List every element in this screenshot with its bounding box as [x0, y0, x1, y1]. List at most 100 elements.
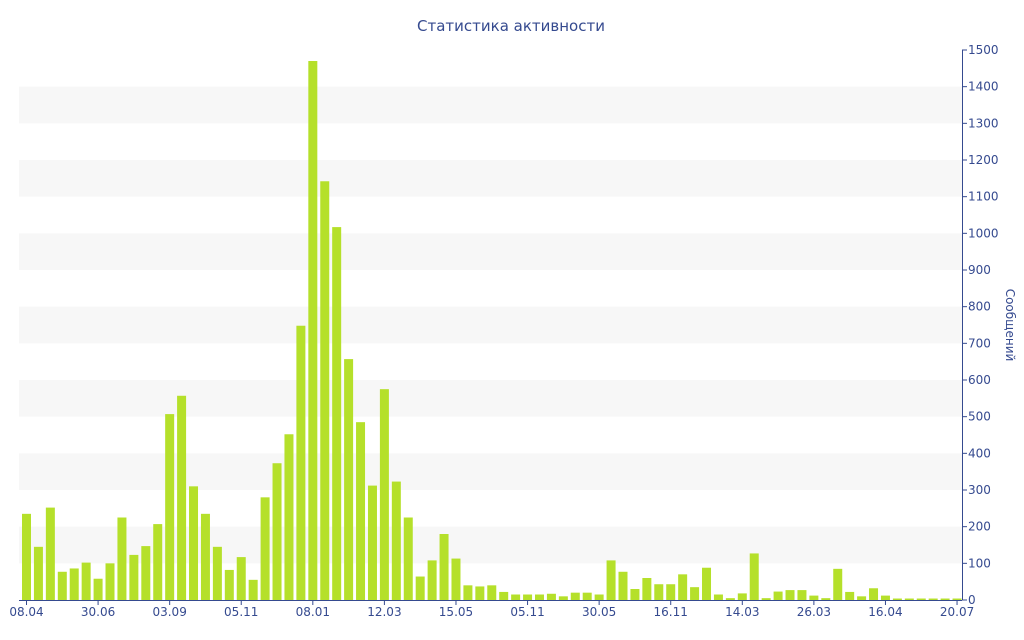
y-tick-label: 1100: [968, 190, 999, 204]
bar: [224, 569, 234, 600]
bar: [606, 560, 616, 600]
y-tick-label: 400: [968, 446, 991, 460]
y-tick-label: 1300: [968, 116, 999, 130]
bar: [439, 534, 449, 600]
bar: [141, 546, 151, 600]
bars: [22, 61, 962, 600]
bar: [630, 589, 640, 600]
bar: [880, 595, 890, 600]
bar: [379, 389, 389, 600]
bar: [117, 517, 127, 600]
grid-band: [19, 306, 962, 344]
bar: [463, 585, 473, 600]
bar: [69, 568, 79, 600]
y-tick-label: 900: [968, 263, 991, 277]
bar: [642, 578, 652, 600]
y-tick-label: 500: [968, 410, 991, 424]
bar: [797, 590, 807, 600]
bar: [869, 588, 879, 600]
bar: [761, 598, 771, 600]
bar: [332, 227, 342, 600]
x-tick-label: 08.04: [9, 605, 43, 619]
bar: [809, 595, 819, 600]
y-tick-label: 300: [968, 483, 991, 497]
bar: [284, 434, 294, 600]
bar: [678, 574, 688, 600]
bar: [356, 422, 366, 600]
bar: [57, 571, 67, 600]
x-tick-label: 20.07: [940, 605, 974, 619]
bar: [93, 578, 103, 600]
bar: [499, 591, 509, 600]
y-tick-label: 700: [968, 336, 991, 350]
bar: [940, 598, 950, 600]
bar: [821, 598, 831, 600]
x-tick-label: 08.01: [296, 605, 330, 619]
bar: [892, 598, 902, 600]
bar: [236, 557, 246, 600]
grid-band: [19, 526, 962, 564]
y-tick-label: 100: [968, 556, 991, 570]
bar: [618, 571, 628, 600]
bar: [344, 359, 354, 600]
bar: [690, 587, 700, 600]
bar: [308, 61, 318, 600]
bar: [22, 513, 31, 600]
bar: [296, 325, 306, 600]
x-tick-label: 03.09: [152, 605, 186, 619]
bar: [165, 414, 175, 600]
bar: [546, 593, 556, 600]
bar: [260, 497, 270, 600]
bar: [200, 513, 210, 600]
y-tick-label: 0: [968, 593, 976, 607]
x-tick-label: 12.03: [367, 605, 401, 619]
bar: [320, 181, 330, 600]
bar: [105, 563, 115, 600]
y-tick-label: 1000: [968, 226, 999, 240]
chart-bands: [19, 86, 962, 564]
bar: [475, 586, 485, 600]
bar: [212, 546, 222, 600]
x-tick-label: 30.05: [582, 605, 616, 619]
bar: [189, 486, 199, 600]
bar: [725, 598, 735, 600]
bar: [403, 517, 413, 600]
bar: [248, 579, 258, 600]
bar: [713, 594, 723, 600]
y-axis: 0 100 200 300 400 500 600 700 800 900 1000 1100 1200…: [962, 43, 999, 607]
chart-title: Статистика активности: [417, 17, 605, 35]
bar: [129, 554, 139, 600]
bar: [272, 463, 282, 600]
bar: [773, 591, 783, 600]
bar: [916, 598, 926, 600]
bar: [785, 590, 795, 600]
bar: [511, 594, 521, 600]
bar: [857, 596, 867, 600]
y-tick-label: 200: [968, 520, 991, 534]
bar: [391, 481, 401, 600]
bar: [666, 584, 676, 600]
bar: [594, 594, 604, 600]
bar: [153, 524, 163, 600]
bar: [833, 568, 843, 600]
x-tick-label: 14.03: [725, 605, 759, 619]
grid-band: [19, 160, 962, 197]
bar: [928, 598, 938, 600]
bar: [952, 598, 962, 600]
bar: [534, 594, 544, 600]
x-tick-label: 16.11: [654, 605, 688, 619]
y-tick-label: 1400: [968, 80, 999, 94]
bar: [45, 507, 55, 600]
bar: [451, 558, 461, 600]
y-tick-label: 1500: [968, 43, 999, 57]
bar: [33, 546, 43, 600]
bar: [523, 594, 533, 600]
grid-band: [19, 453, 962, 490]
bar: [654, 584, 664, 600]
grid-band: [19, 86, 962, 124]
bar: [177, 395, 187, 600]
bar: [845, 591, 855, 600]
bar: [367, 485, 377, 600]
bar: [487, 585, 497, 600]
